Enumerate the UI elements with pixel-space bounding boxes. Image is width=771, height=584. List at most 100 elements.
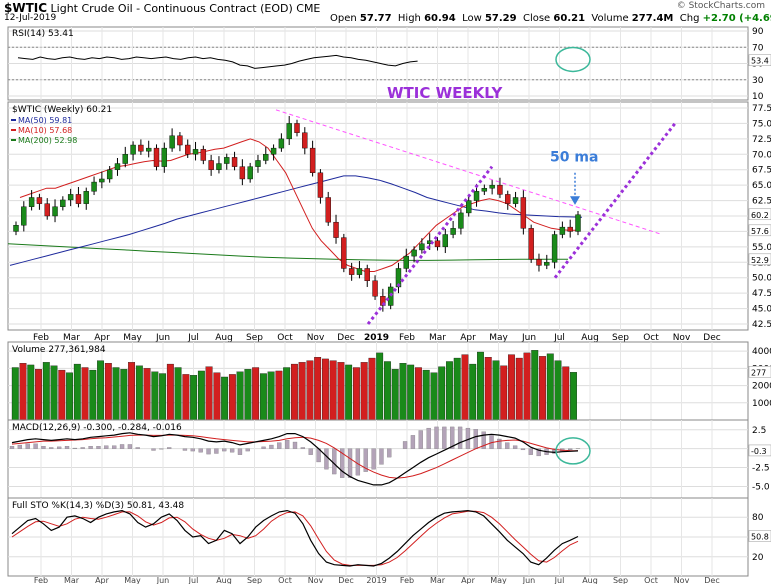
macd-signal-line — [11, 434, 579, 479]
volume-bar-down — [166, 363, 174, 421]
volume-bar-up — [151, 371, 159, 421]
ma200-legend: MA(200) 52.98 — [18, 136, 77, 145]
volume-bar-up — [453, 357, 461, 421]
sto-month-label: Apr — [95, 576, 110, 584]
macd-histogram-bar — [379, 448, 384, 465]
volume-bar-down — [415, 367, 422, 421]
macd-histogram-bar — [465, 427, 471, 449]
candle-down — [309, 147, 316, 174]
volume-bar-down — [58, 369, 66, 421]
volume-bar-up — [570, 372, 577, 421]
candle-down — [341, 237, 347, 269]
candle-up — [403, 255, 409, 269]
macd-histogram-bar — [190, 448, 195, 452]
macd-histogram-bar — [182, 448, 188, 451]
volume-bar-down — [500, 365, 508, 421]
candle-up — [419, 243, 425, 251]
candle-up — [52, 206, 58, 217]
macd-histogram-bar — [402, 441, 408, 449]
candle-down — [231, 157, 238, 167]
candle-up — [442, 234, 449, 248]
volume-bar-up — [546, 353, 554, 421]
ma200-last-label: 52.9 — [751, 256, 769, 265]
volume-bar-up — [376, 352, 384, 421]
sto-month-label: May — [124, 576, 141, 584]
candle-down — [567, 226, 573, 232]
candle-up — [216, 163, 222, 170]
month-label: May — [123, 333, 142, 343]
volume-bar-down — [484, 357, 492, 421]
volume-bar-down — [337, 362, 345, 421]
volume-bar-down — [461, 354, 469, 421]
macd-histogram-bar — [135, 447, 140, 449]
macd-histogram-bar — [104, 445, 109, 449]
candle-up — [356, 268, 363, 275]
sto-month-label: Oct — [278, 576, 292, 584]
macd-histogram-bar — [72, 447, 78, 449]
sto-month-label: Jun — [522, 576, 536, 584]
candle-down — [434, 240, 441, 248]
sto-month-label: Sep — [613, 576, 628, 584]
candle-up — [99, 178, 105, 183]
candle-up — [130, 144, 136, 155]
candle-down — [333, 221, 339, 238]
volume-bar-up — [430, 372, 438, 421]
volume-last-label-box — [748, 366, 771, 378]
rsi-highlight-circle — [555, 46, 591, 73]
candle-up — [458, 212, 464, 229]
candle-up — [450, 228, 456, 235]
month-label: Aug — [581, 333, 599, 343]
candle-down — [44, 203, 50, 217]
sto-month-label: Sep — [247, 576, 262, 584]
volume-bar-up — [422, 369, 430, 421]
candle-down — [177, 135, 183, 146]
candle-up — [551, 234, 558, 263]
candle-down — [380, 296, 386, 306]
macd-highlight-circle — [555, 437, 591, 465]
sto-month-label: Apr — [461, 576, 476, 584]
candle-up — [28, 197, 35, 207]
low-value: 57.29 — [484, 13, 517, 24]
volume-bar-up — [11, 367, 19, 421]
candle-down — [200, 149, 207, 161]
chart-title: $WTIC Light Crude Oil - Continuous Contr… — [4, 1, 320, 15]
candle-down — [138, 144, 144, 152]
volume-bar-up — [42, 362, 50, 421]
sto-month-label: Feb — [400, 576, 414, 584]
price-tick-label: 70.0 — [752, 150, 771, 160]
price-tick-label: 42.5 — [752, 320, 771, 330]
macd-histogram-bar — [426, 427, 431, 449]
candle-up — [60, 199, 66, 207]
month-label: Dec — [703, 333, 720, 343]
candle-up — [13, 225, 19, 232]
exchange-label: CME — [296, 2, 321, 15]
open-value: 57.77 — [359, 13, 392, 24]
sto-month-label: 2019 — [366, 576, 386, 584]
candle-down — [348, 268, 355, 275]
volume-label: Volume — [591, 13, 629, 24]
macd-histogram-bar — [25, 443, 30, 449]
volume-bar-down — [329, 360, 337, 421]
chg-label: Chg — [679, 13, 700, 24]
candle-up — [106, 169, 113, 180]
candle-up — [278, 138, 285, 149]
chart-date: 12-Jul-2019 — [4, 13, 57, 23]
volume-bar-up — [159, 373, 167, 421]
sto-month-label: Oct — [644, 576, 658, 584]
macd-histogram-bar — [292, 441, 298, 449]
volume-bar-up — [174, 367, 182, 421]
volume-bar-down — [298, 362, 306, 421]
candle-down — [317, 172, 324, 198]
volume-bar-down — [228, 374, 236, 421]
month-label: Mar — [429, 333, 446, 343]
macd-histogram-bar — [497, 438, 502, 449]
price-tick-label: 75.0 — [752, 119, 771, 129]
macd-histogram-bar — [206, 448, 211, 455]
sto-month-label: Nov — [674, 576, 690, 584]
candle-down — [153, 147, 160, 167]
volume-bar-down — [81, 367, 89, 421]
macd-histogram-bar — [17, 444, 23, 449]
candle-up — [575, 214, 581, 232]
candle-up — [286, 123, 292, 140]
